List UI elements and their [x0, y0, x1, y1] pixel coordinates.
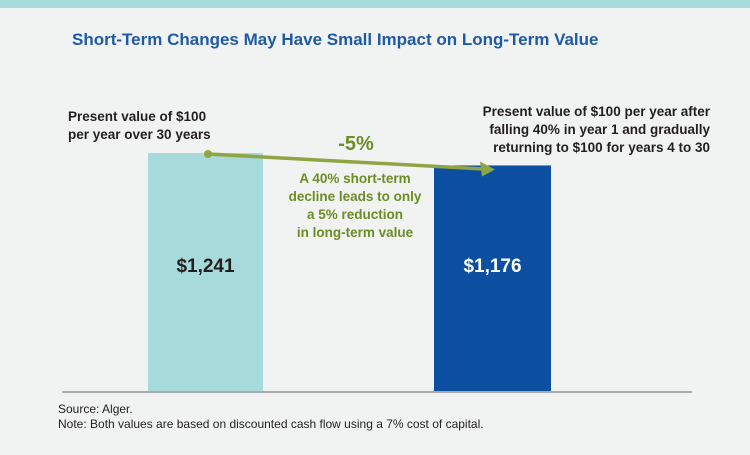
right-annotation-line-1: Present value of $100 per year after [482, 104, 710, 119]
right-annotation-line-3: returning to $100 for years 4 to 30 [493, 140, 710, 155]
decline-explanation: A 40% short-term decline leads to only a… [270, 170, 440, 242]
right-bar-annotation: Present value of $100 per year after fal… [470, 103, 710, 157]
left-annotation-line-2: per year over 30 years [68, 127, 211, 142]
bar-present-value-label: $1,241 [176, 256, 235, 277]
change-arrow-head [480, 161, 495, 177]
bar-present-value [148, 153, 263, 391]
source-note: Source: Alger. [58, 402, 133, 416]
explanation-line-4: in long-term value [296, 225, 414, 240]
bar-declined-value [434, 165, 551, 391]
right-annotation-line-2: falling 40% in year 1 and gradually [489, 122, 710, 137]
chart-title: Short-Term Changes May Have Small Impact… [72, 30, 599, 49]
bar-declined-value-label: $1,176 [463, 256, 521, 277]
change-percent-label: -5% [338, 133, 374, 155]
methodology-note: Note: Both values are based on discounte… [58, 417, 484, 431]
change-arrow-line [207, 152, 484, 171]
left-annotation-line-1: Present value of $100 [68, 109, 207, 124]
explanation-line-2: decline leads to only [288, 189, 422, 204]
chart-footer: Source: Alger. Note: Both values are bas… [58, 402, 484, 432]
left-bar-annotation: Present value of $100 per year over 30 y… [68, 108, 258, 144]
top-accent-strip [0, 0, 750, 8]
explanation-line-3: a 5% reduction [306, 207, 404, 222]
explanation-line-1: A 40% short-term [299, 171, 411, 186]
